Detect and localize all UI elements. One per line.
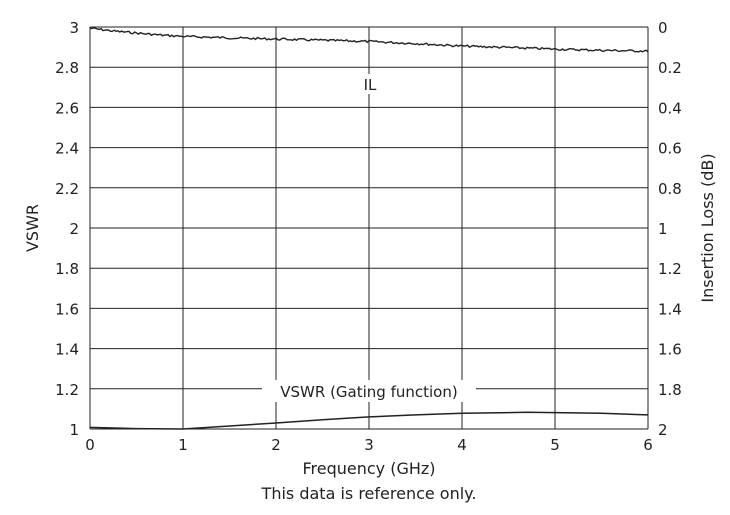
y-tick-label: 2.8 <box>55 59 79 77</box>
y-tick-label: 1.2 <box>55 381 79 399</box>
x-tick-label: 4 <box>457 436 467 454</box>
y-tick-label: 2 <box>69 220 79 238</box>
y2-tick-label: 2 <box>658 421 668 439</box>
y-axis-label: VSWR <box>23 204 42 252</box>
series-label-vswr: VSWR (Gating function) <box>280 383 457 401</box>
y2-tick-label: 1.2 <box>658 260 682 278</box>
y-tick-label: 1 <box>69 421 79 439</box>
grid <box>89 26 649 430</box>
y-tick-label: 1.4 <box>55 341 79 359</box>
y2-tick-label: 0.6 <box>658 140 682 158</box>
y2-tick-label: 1.4 <box>658 300 682 318</box>
y2-axis-label: Insertion Loss (dB) <box>698 153 717 302</box>
y-tick-label: 1.6 <box>55 300 79 318</box>
y2-tick-label: 0 <box>658 19 668 37</box>
footnote: This data is reference only. <box>261 484 477 503</box>
y2-tick-label: 0.8 <box>658 180 682 198</box>
x-tick-label: 1 <box>178 436 188 454</box>
y2-tick-label: 1.6 <box>658 341 682 359</box>
tick-labels: 0 1 2 3 4 5 611.21.41.61.822.22.42.62.83 00.20.… <box>55 19 682 454</box>
il-label-bg <box>358 74 382 94</box>
y-tick-label: 2.6 <box>55 99 79 117</box>
y2-tick-label: 1 <box>658 220 668 238</box>
series-label-il: IL <box>364 76 377 94</box>
x-tick-label: 0 <box>85 436 95 454</box>
y-tick-label: 1.8 <box>55 260 79 278</box>
vswr-label-bg <box>262 380 476 402</box>
y2-tick-label: 1.8 <box>658 381 682 399</box>
y-tick-label: 2.2 <box>55 180 79 198</box>
x-tick-label: 3 <box>364 436 374 454</box>
x-tick-label: 6 <box>643 436 653 454</box>
y-tick-label: 2.4 <box>55 140 79 158</box>
y2-tick-label: 0.2 <box>658 59 682 77</box>
x-tick-label: 5 <box>550 436 560 454</box>
series-line-il <box>89 27 649 53</box>
series-line-vswr <box>89 411 649 430</box>
y-tick-label: 3 <box>69 19 79 37</box>
x-axis-label: Frequency (GHz) <box>302 459 435 478</box>
x-tick-label: 2 <box>271 436 281 454</box>
series-lines <box>89 27 649 430</box>
y2-tick-label: 0.4 <box>658 99 682 117</box>
